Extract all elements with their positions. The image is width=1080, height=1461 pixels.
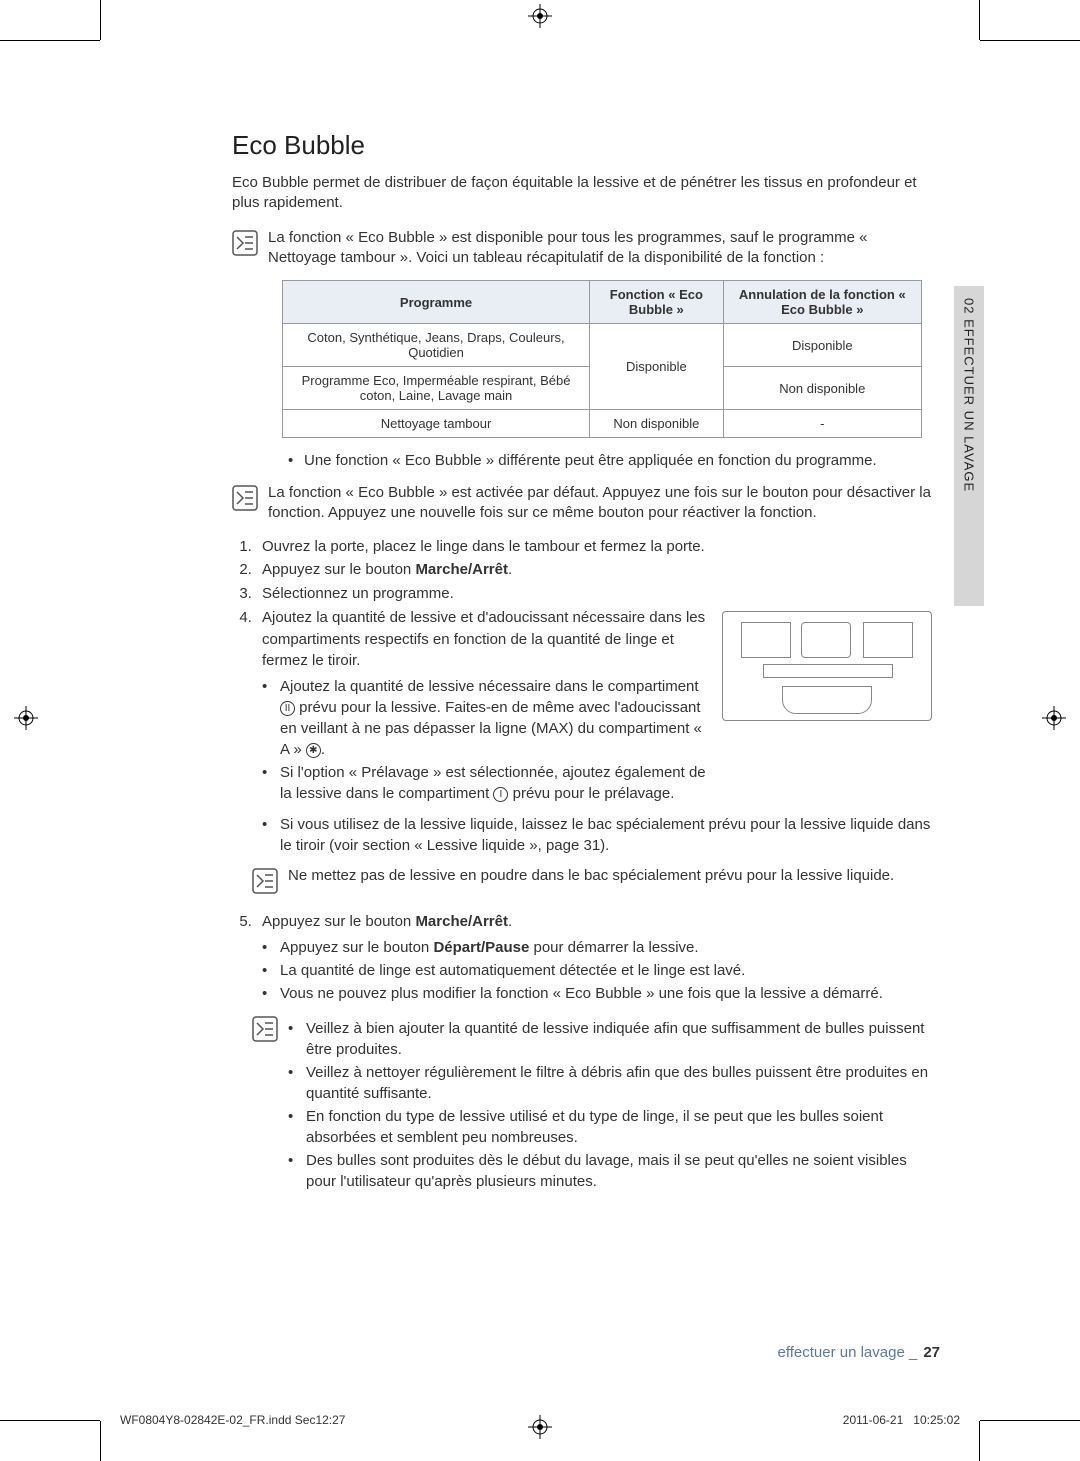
detergent-drawer-illustration xyxy=(722,611,932,721)
step-item: Appuyez sur le bouton Marche/Arrêt. xyxy=(256,559,932,581)
step-item: Ouvrez la porte, placez le linge dans le… xyxy=(256,536,932,558)
sub-bullet: Veillez à nettoyer régulièrement le filt… xyxy=(288,1062,932,1104)
table-header: Annulation de la fonction « Eco Bubble » xyxy=(723,281,921,324)
section-title: Eco Bubble xyxy=(232,130,932,161)
instruction-steps: Ouvrez la porte, placez le linge dans le… xyxy=(256,536,932,857)
note-text: Ne mettez pas de lessive en poudre dans … xyxy=(288,866,932,886)
table-cell: Nettoyage tambour xyxy=(283,410,590,438)
note-text: La fonction « Eco Bubble » est activée p… xyxy=(268,483,932,524)
table-cell: Programme Eco, Imperméable respirant, Bé… xyxy=(283,367,590,410)
section-intro: Eco Bubble permet de distribuer de façon… xyxy=(232,173,932,214)
page-content: Eco Bubble Eco Bubble permet de distribu… xyxy=(232,130,932,1210)
table-header: Programme xyxy=(283,281,590,324)
chapter-side-label: 02 EFFECTUER UN LAVAGE xyxy=(962,298,977,492)
table-row: Coton, Synthétique, Jeans, Draps, Couleu… xyxy=(283,324,922,367)
table-cell: Non disponible xyxy=(723,367,921,410)
sub-text: Ajoutez la quantité de lessive nécessair… xyxy=(280,678,699,695)
crop-mark xyxy=(979,1421,980,1461)
page-number: 27 xyxy=(923,1344,940,1361)
compartment-symbol: ✱ xyxy=(306,743,321,758)
table-cell: Disponible xyxy=(590,324,724,410)
step-text: Appuyez sur le bouton xyxy=(262,913,415,930)
crop-mark xyxy=(980,1420,1080,1421)
note-block: Ne mettez pas de lessive en poudre dans … xyxy=(252,866,932,899)
registration-mark-icon xyxy=(1042,706,1066,730)
sub-text: Appuyez sur le bouton xyxy=(280,939,433,956)
step-text: . xyxy=(508,913,512,930)
table-header: Fonction « Eco Bubble » xyxy=(590,281,724,324)
sub-bold: Départ/Pause xyxy=(433,939,529,956)
note-block: Veillez à bien ajouter la quantité de le… xyxy=(252,1014,932,1198)
page-footer: effectuer un lavage _ 27 xyxy=(777,1344,940,1361)
print-date: 2011-06-21 xyxy=(843,1413,904,1427)
sub-bullet: Si vous utilisez de la lessive liquide, … xyxy=(262,814,932,856)
note-icon xyxy=(252,1014,278,1047)
sub-bullet: En fonction du type de lessive utilisé e… xyxy=(288,1106,932,1148)
compartment-symbol: II xyxy=(280,701,295,716)
instruction-steps-cont: Appuyez sur le bouton Marche/Arrêt. Appu… xyxy=(256,911,932,1004)
sub-text: prévu pour le prélavage. xyxy=(508,785,674,802)
registration-mark-icon xyxy=(14,706,38,730)
chapter-side-tab: 02 EFFECTUER UN LAVAGE xyxy=(954,286,984,606)
crop-mark xyxy=(100,1421,101,1461)
sub-bullet: Vous ne pouvez plus modifier la fonction… xyxy=(262,983,932,1004)
sub-text: . xyxy=(321,741,325,758)
step-text: . xyxy=(508,561,512,578)
sub-bullet: Si l'option « Prélavage » est sélectionn… xyxy=(262,762,706,804)
step-item: Appuyez sur le bouton Marche/Arrêt. Appu… xyxy=(256,911,932,1004)
step-text: Appuyez sur le bouton xyxy=(262,561,415,578)
print-file: WF0804Y8-02842E-02_FR.indd Sec12:27 xyxy=(120,1413,345,1427)
note-block: La fonction « Eco Bubble » est disponibl… xyxy=(232,228,932,269)
footer-label: effectuer un lavage _ xyxy=(777,1344,917,1361)
crop-mark xyxy=(980,40,1080,41)
availability-table: Programme Fonction « Eco Bubble » Annula… xyxy=(282,280,922,438)
sub-bullet: Des bulles sont produites dès le début d… xyxy=(288,1150,932,1192)
compartment-symbol: I xyxy=(493,787,508,802)
post-table-bullet: Une fonction « Eco Bubble » différente p… xyxy=(288,450,932,471)
table-cell: Disponible xyxy=(723,324,921,367)
sub-bullet: Appuyez sur le bouton Départ/Pause pour … xyxy=(262,937,932,958)
note-text: Veillez à bien ajouter la quantité de le… xyxy=(288,1014,932,1198)
table-cell: - xyxy=(723,410,921,438)
note-text: La fonction « Eco Bubble » est disponibl… xyxy=(268,228,932,269)
step-bold: Marche/Arrêt xyxy=(415,561,508,578)
step-bold: Marche/Arrêt xyxy=(415,913,508,930)
crop-mark xyxy=(0,1420,100,1421)
step-item: Ajoutez la quantité de lessive et d'adou… xyxy=(256,607,932,856)
sub-bullet: Veillez à bien ajouter la quantité de le… xyxy=(288,1018,932,1060)
step-text: Ajoutez la quantité de lessive et d'adou… xyxy=(262,609,705,670)
table-row: Nettoyage tambour Non disponible - xyxy=(283,410,922,438)
note-icon xyxy=(232,483,258,516)
note-icon xyxy=(252,866,278,899)
note-block: La fonction « Eco Bubble » est activée p… xyxy=(232,483,932,524)
crop-mark xyxy=(0,40,100,41)
crop-mark xyxy=(100,0,101,40)
step-item: Sélectionnez un programme. xyxy=(256,583,932,605)
sub-bullet: La quantité de linge est automatiquement… xyxy=(262,960,932,981)
note-icon xyxy=(232,228,258,261)
sub-text: pour démarrer la lessive. xyxy=(529,939,698,956)
print-time: 10:25:02 xyxy=(913,1413,960,1427)
print-metadata: WF0804Y8-02842E-02_FR.indd Sec12:27 2011… xyxy=(120,1413,960,1427)
sub-bullet: Ajoutez la quantité de lessive nécessair… xyxy=(262,676,706,760)
bullet-item: Une fonction « Eco Bubble » différente p… xyxy=(288,450,932,471)
sub-text: prévu pour la lessive. Faites-en de même… xyxy=(280,699,702,758)
table-cell: Coton, Synthétique, Jeans, Draps, Couleu… xyxy=(283,324,590,367)
crop-mark xyxy=(979,0,980,40)
table-cell: Non disponible xyxy=(590,410,724,438)
registration-mark-icon xyxy=(528,4,552,28)
